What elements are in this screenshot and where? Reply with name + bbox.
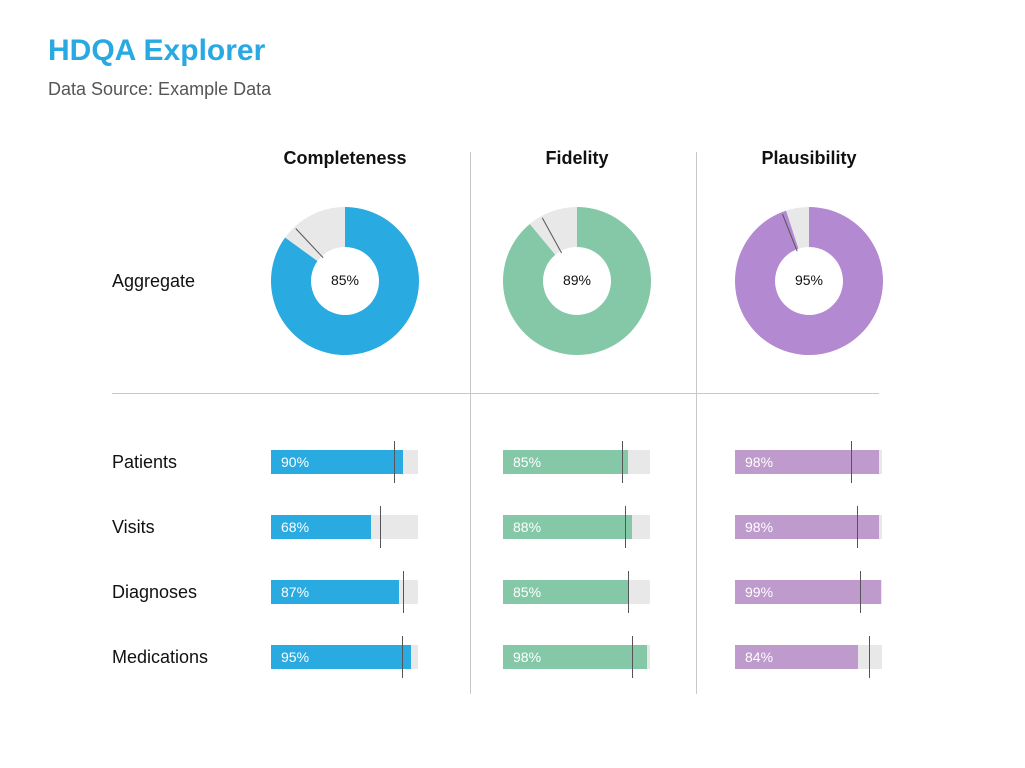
bar-value-label-completeness-visits: 68% — [281, 519, 310, 535]
donut-value-slice-fidelity — [502, 207, 651, 356]
bar-track-plausibility-medications: 84% — [735, 636, 882, 678]
row-label-medications: Medications — [112, 647, 209, 667]
donut-target-line-completeness — [295, 228, 324, 259]
donut-value-label-completeness: 85% — [330, 272, 360, 288]
donut-chart-fidelity — [502, 207, 651, 356]
bar-fill-plausibility-diagnoses — [735, 580, 881, 604]
bar-track-fidelity-medications: 98% — [503, 636, 650, 678]
bar-target-marker-fidelity-diagnoses — [627, 571, 629, 613]
bar-value-label-plausibility-visits: 98% — [745, 519, 774, 535]
bar-track-completeness-visits: 68% — [271, 506, 418, 548]
bar-fill-fidelity-diagnoses — [503, 580, 628, 604]
bar-target-marker-completeness-diagnoses — [403, 571, 405, 613]
bar-value-label-fidelity-medications: 98% — [513, 649, 542, 665]
bar-value-label-completeness-medications: 95% — [281, 649, 310, 665]
bar-target-marker-completeness-patients — [394, 441, 396, 483]
column-header-completeness: Completeness — [283, 148, 407, 168]
bar-value-label-plausibility-patients: 98% — [745, 454, 774, 470]
data-source-subtitle: Data Source: Example Data — [48, 79, 272, 99]
bar-target-marker-fidelity-patients — [622, 441, 624, 483]
bar-track-plausibility-visits: 98% — [735, 506, 882, 548]
column-header-fidelity: Fidelity — [545, 148, 609, 168]
donut-remainder-slice-plausibility — [786, 207, 809, 249]
row-label-aggregate: Aggregate — [112, 271, 196, 291]
bar-fill-plausibility-patients — [735, 450, 880, 474]
bar-track-plausibility-patients: 98% — [735, 441, 882, 483]
column-divider — [696, 152, 697, 694]
bar-target-marker-plausibility-visits — [857, 506, 858, 548]
donut-value-slice-plausibility — [734, 207, 883, 356]
donut-remainder-slice-completeness — [285, 207, 345, 262]
bar-target-marker-plausibility-medications — [868, 636, 870, 678]
row-divider — [112, 393, 879, 394]
bar-value-label-completeness-patients: 90% — [281, 454, 310, 470]
donut-value-slice-completeness — [271, 207, 420, 356]
bar-track-fidelity-visits: 88% — [503, 506, 650, 548]
donut-chart-completeness — [271, 207, 420, 356]
page-title: HDQA Explorer — [48, 34, 266, 67]
bar-fill-fidelity-patients — [503, 450, 628, 474]
bar-track-fidelity-patients: 85% — [503, 441, 650, 483]
bar-value-label-fidelity-visits: 88% — [513, 519, 542, 535]
bar-fill-completeness-patients — [271, 450, 404, 474]
bar-fill-fidelity-medications — [503, 645, 648, 669]
bar-target-marker-fidelity-visits — [625, 506, 626, 548]
column-divider — [470, 152, 471, 694]
bar-fill-plausibility-visits — [735, 515, 880, 539]
bar-track-completeness-patients: 90% — [271, 441, 418, 483]
row-label-patients: Patients — [112, 452, 178, 472]
bar-value-label-fidelity-diagnoses: 85% — [513, 584, 542, 600]
donut-chart-plausibility — [734, 207, 883, 356]
bar-value-label-plausibility-medications: 84% — [745, 649, 774, 665]
bar-fill-plausibility-medications — [735, 645, 859, 669]
donut-value-label-fidelity: 89% — [562, 272, 592, 288]
bar-track-completeness-diagnoses: 87% — [271, 571, 418, 613]
bar-track-completeness-medications: 95% — [271, 636, 418, 678]
bar-target-marker-plausibility-diagnoses — [859, 571, 861, 613]
bar-target-marker-completeness-visits — [379, 506, 381, 548]
bar-fill-completeness-visits — [271, 515, 371, 539]
donut-target-line-plausibility — [782, 213, 798, 252]
bar-value-label-fidelity-patients: 85% — [513, 454, 542, 470]
bar-target-marker-completeness-medications — [401, 636, 403, 678]
bar-value-label-plausibility-diagnoses: 99% — [745, 584, 774, 600]
bar-fill-completeness-medications — [271, 645, 411, 669]
bar-value-label-completeness-diagnoses: 87% — [281, 584, 310, 600]
donut-target-line-fidelity — [541, 217, 563, 254]
bar-track-plausibility-diagnoses: 99% — [735, 571, 882, 613]
bar-fill-fidelity-visits — [503, 515, 633, 539]
donut-value-label-plausibility: 95% — [794, 272, 824, 288]
row-label-diagnoses: Diagnoses — [112, 582, 198, 602]
row-label-visits: Visits — [112, 517, 155, 537]
bar-fill-completeness-diagnoses — [271, 580, 399, 604]
donut-remainder-slice-fidelity — [529, 207, 577, 255]
bar-target-marker-plausibility-patients — [851, 441, 853, 483]
bar-track-fidelity-diagnoses: 85% — [503, 571, 650, 613]
column-header-plausibility: Plausibility — [761, 148, 857, 168]
bar-target-marker-fidelity-medications — [632, 636, 634, 678]
